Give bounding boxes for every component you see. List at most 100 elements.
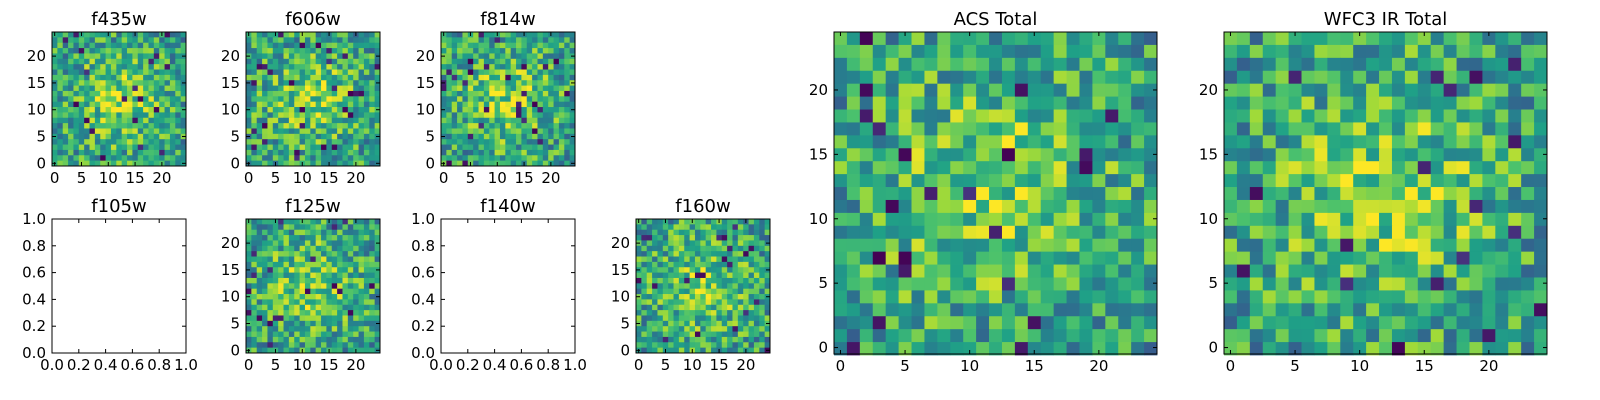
heatmap-cell [169,58,176,65]
heatmap-cell [759,326,766,332]
x-tick-label: 0.0 [429,356,453,374]
heatmap-cell [363,336,370,343]
heatmap-cell [542,117,549,124]
heatmap-cell [694,304,701,311]
heatmap-cell [898,199,912,214]
heatmap-cell [1118,122,1132,136]
heatmap-cell [1314,238,1328,253]
heatmap-cell [148,117,155,124]
heatmap-cell [1443,174,1457,188]
heatmap-cell [1014,199,1029,214]
heatmap-cell [1495,148,1509,162]
heatmap-cell [1366,290,1380,304]
heatmap-cell [516,133,522,140]
heatmap-cell [510,32,517,38]
heatmap-cell [251,58,258,65]
heatmap-cell [467,123,474,129]
heatmap-cell [148,90,155,97]
heatmap-cell [89,112,96,119]
heatmap-cell [164,74,171,81]
heatmap-cell [57,149,64,156]
heatmap-cell [331,310,338,316]
heatmap-cell [363,224,370,231]
heatmap-cell [885,316,899,330]
heatmap-cell [358,32,365,38]
heatmap-cell [1391,148,1406,162]
heatmap-cell [532,144,538,151]
heatmap-cell [299,128,306,135]
heatmap-cell [668,272,674,279]
x-tick-label: 20 [541,169,560,187]
heatmap-cell [363,299,370,306]
x-tick-label: 20 [346,356,365,374]
heatmap-cell [950,342,964,356]
heatmap-cell [262,107,268,113]
heatmap-cell [337,69,343,76]
heatmap-cell [1534,161,1548,175]
heatmap-cell [304,69,311,76]
heatmap-cell [358,139,365,145]
heatmap-cell [310,80,317,86]
heatmap-cell [288,219,295,225]
heatmap-cell [1249,70,1264,85]
heatmap-cell [267,288,274,295]
heatmap-cell [700,267,707,273]
heatmap-cell [732,331,739,338]
x-tick-label: 20 [1479,357,1498,375]
heatmap-cell [963,251,977,265]
heatmap-cell [256,315,263,322]
heatmap-cell [1443,32,1457,46]
heatmap-cell [278,160,284,167]
heatmap-cell [548,96,554,103]
heatmap-cell [148,48,155,54]
heatmap-cell [553,107,560,113]
heatmap-cell [1288,303,1302,317]
heatmap-cell [950,32,964,46]
heatmap-cell [94,123,101,129]
heatmap-cell [558,96,565,103]
heatmap-cell [662,342,669,349]
heatmap-cell [457,133,463,140]
heatmap-cell [1079,57,1093,72]
heatmap-cell [668,245,674,252]
heatmap-cell [759,310,766,316]
heatmap-cell [911,264,925,278]
heatmap-cell [753,326,760,332]
heatmap-cell [1379,316,1393,330]
heatmap-cell [1366,303,1380,317]
heatmap-cell [121,74,128,81]
y-tick-label: 1.0 [411,210,435,228]
heatmap-cell [256,277,263,284]
heatmap-cell [1224,174,1238,188]
heatmap-cell [1314,109,1328,123]
heatmap-cell [278,283,284,290]
heatmap-cell [321,149,327,156]
heatmap-cell [646,261,653,268]
x-tick-label: 5 [466,169,476,187]
heatmap-cell [553,32,560,38]
heatmap-cell [353,96,359,103]
heatmap-cell [272,112,279,119]
x-tick-label: 0.8 [147,356,171,374]
heatmap-cell [846,199,861,214]
heatmap-cell [499,53,506,60]
heatmap-cell [716,342,723,349]
heatmap-cell [283,37,290,44]
heatmap-cell [256,272,263,279]
heatmap-cell [898,303,912,317]
heatmap-cell [127,32,133,38]
heatmap-cell [737,342,744,349]
heatmap-cell [963,83,977,97]
heatmap-cell [846,187,861,201]
heatmap-cell [924,109,938,123]
heatmap-cell [732,315,739,322]
heatmap-cell [1430,44,1445,59]
heatmap-cell [73,123,80,129]
heatmap-cell [94,74,101,81]
heatmap-cell [256,347,263,354]
heatmap-cell [1456,264,1470,278]
heatmap-cell [989,96,1003,110]
heatmap-cell [989,212,1003,227]
heatmap-cell [256,107,263,113]
